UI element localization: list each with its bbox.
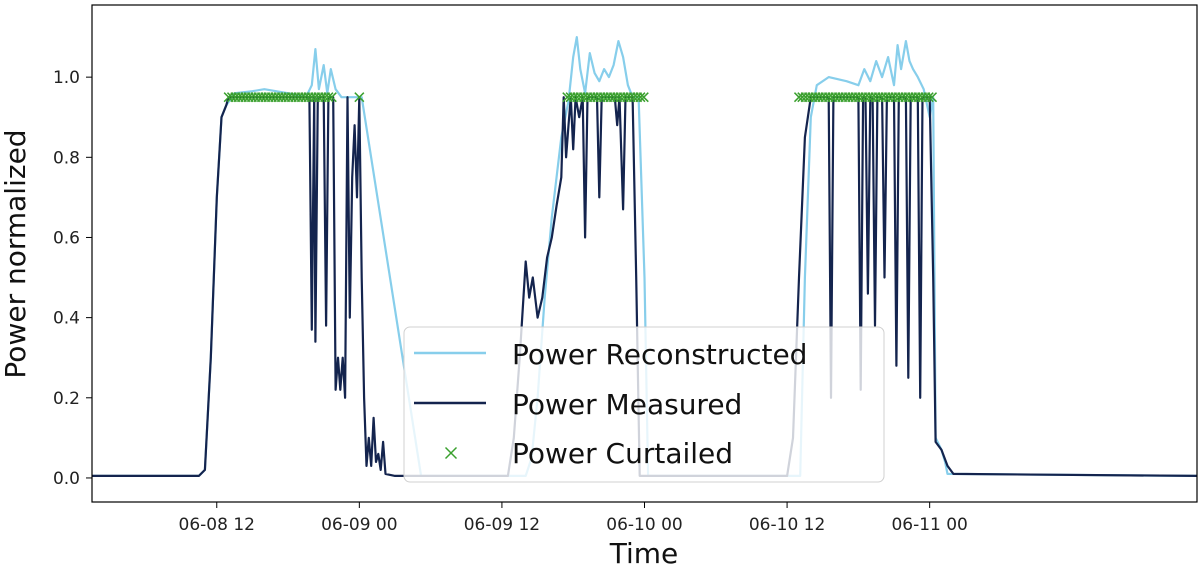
legend-swatch-power-curtailed — [444, 446, 458, 460]
x-tick-label: 06-10 00 — [606, 515, 682, 535]
x-tick-label: 06-09 12 — [464, 515, 540, 535]
y-tick-label: 0.2 — [53, 389, 80, 409]
series-markers-power-curtailed — [223, 92, 938, 103]
legend-box — [403, 326, 885, 483]
x-tick-label: 06-09 00 — [321, 515, 397, 535]
y-tick-label: 0.6 — [53, 228, 80, 248]
legend-label-power-measured: Power Measured — [512, 388, 742, 421]
x-tick-label: 06-10 12 — [749, 515, 825, 535]
curtailed-marker — [323, 92, 334, 103]
legend-label-power-curtailed: Power Curtailed — [512, 437, 733, 470]
y-axis-title: Power normalized — [0, 129, 32, 378]
legend: Power Reconstructed Power Measured Power… — [403, 326, 885, 483]
curtailed-marker — [326, 92, 337, 103]
series-line-power-reconstructed — [92, 36, 1198, 477]
curtailed-marker — [635, 92, 646, 103]
curtailed-marker — [927, 92, 938, 103]
curtailed-marker — [354, 92, 365, 103]
legend-marker-x — [444, 446, 458, 460]
x-tick-label: 06-08 12 — [179, 515, 255, 535]
y-tick-label: 1.0 — [53, 68, 80, 88]
y-tick-label: 0.0 — [53, 469, 80, 489]
y-axis-ticks: 0.0 0.2 0.4 0.6 0.8 1.0 — [53, 68, 92, 489]
curtailed-marker — [638, 92, 649, 103]
legend-label-power-reconstructed: Power Reconstructed — [512, 338, 807, 371]
y-tick-label: 0.8 — [53, 148, 80, 168]
x-axis-ticks: 06-08 12 06-09 00 06-09 12 06-10 00 06-10 12… — [179, 502, 968, 535]
y-tick-label: 0.4 — [53, 309, 80, 329]
x-tick-label: 06-11 00 — [891, 515, 967, 535]
series-layer — [92, 36, 1198, 477]
curtailed-marker — [923, 92, 934, 103]
x-axis-title: Time — [609, 537, 679, 569]
